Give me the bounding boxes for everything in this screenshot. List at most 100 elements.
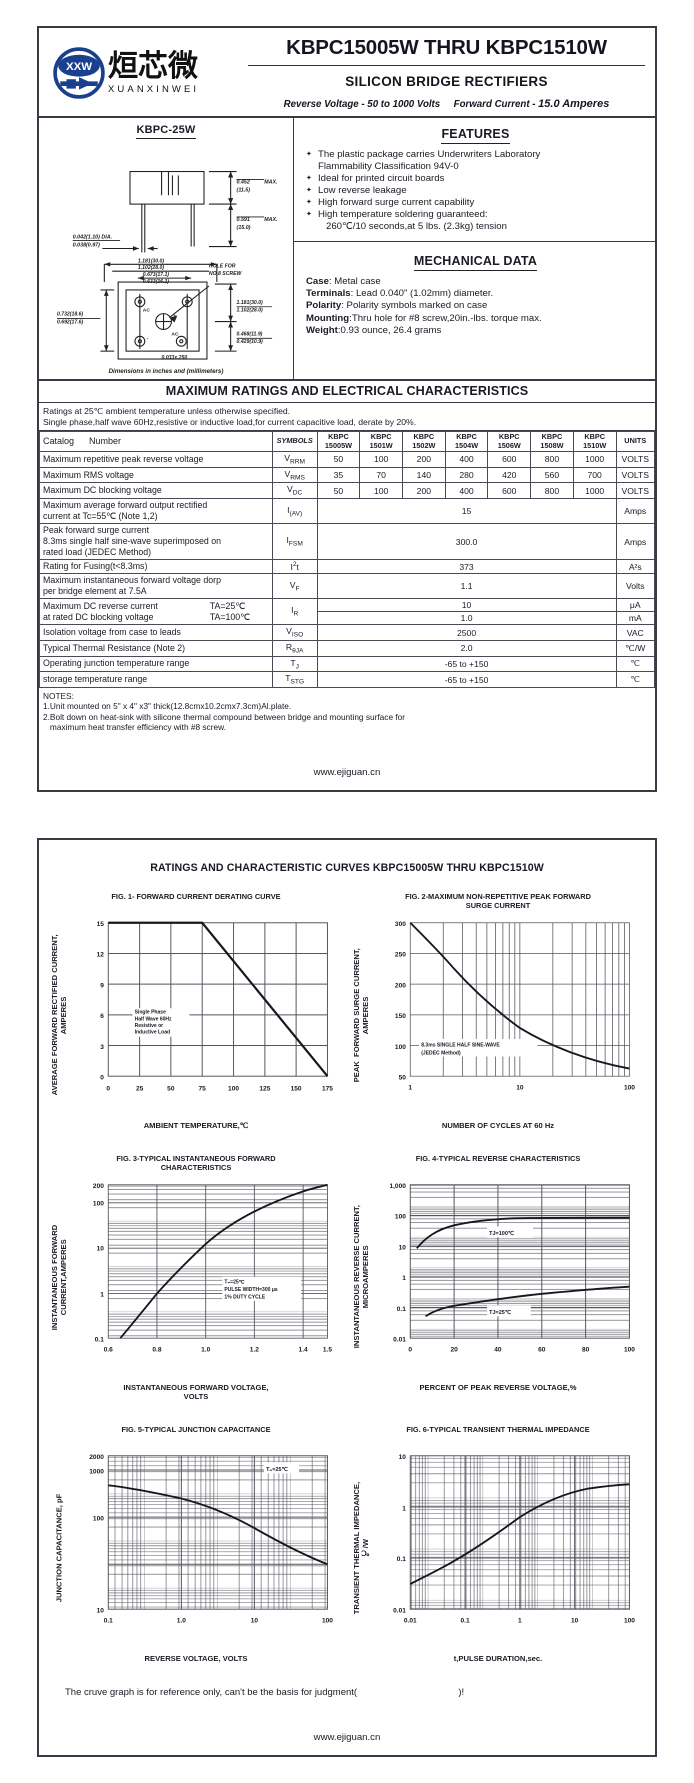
svg-text:PULSE WIDTH=300 μs: PULSE WIDTH=300 μs xyxy=(224,1287,277,1293)
header-part-3: KBPC 1504W xyxy=(444,431,489,452)
ratings-condition-line: Single phase,half wave 60Hz,resistive or… xyxy=(43,416,417,427)
row-value: 1000 xyxy=(572,482,617,500)
row-symbol: IFSM xyxy=(271,523,318,561)
table-row: Maximum RMS voltage VRMS 35 70 140 280 4… xyxy=(39,466,656,484)
page2-footer-url[interactable]: www.ejiguan.cn xyxy=(313,1732,381,1744)
row-unit: Volts xyxy=(615,573,656,600)
row-symbol: VRMS xyxy=(271,466,318,484)
row-unit: mA xyxy=(615,611,656,626)
ratings-tagline: Reverse Voltage - 50 to 1000 Volts Forwa… xyxy=(248,98,645,110)
svg-text:10: 10 xyxy=(399,1454,407,1461)
row-value: 800 xyxy=(530,451,574,468)
row-param: Maximum average forward output rectified… xyxy=(39,498,273,525)
svg-text:1: 1 xyxy=(402,1506,406,1513)
svg-text:HOLE FOR: HOLE FOR xyxy=(209,263,236,269)
row-value: 50 xyxy=(316,451,361,468)
row-value: 100 xyxy=(359,451,403,468)
row-unit: VOLTS xyxy=(615,451,656,468)
header-catalog-number: Catalog Number xyxy=(39,431,273,452)
row-symbol: IR xyxy=(271,598,318,626)
svg-text:0.633(16.1): 0.633(16.1) xyxy=(143,279,170,285)
svg-text:(11.5): (11.5) xyxy=(237,187,251,193)
svg-text:1: 1 xyxy=(100,1291,104,1298)
row-param: storage temperature range xyxy=(39,671,273,689)
feature-item: High temperature soldering guaranteed: 2… xyxy=(306,209,645,232)
fig4-plot: 1,000 100 10 1 0.1 0.01 0 20 40 60 80 10… xyxy=(389,1183,635,1353)
svg-text:0.01: 0.01 xyxy=(393,1336,406,1343)
svg-text:0: 0 xyxy=(100,1074,104,1081)
svg-text:Inductive Load: Inductive Load xyxy=(135,1029,171,1035)
svg-text:100: 100 xyxy=(395,1214,406,1221)
row-value: 50 xyxy=(316,482,361,500)
svg-text:175: 175 xyxy=(322,1085,333,1092)
features-heading: FEATURES xyxy=(306,127,645,144)
fig3-ylabel: INSTANTANEOUS FORWARD CURRENT,AMPERES xyxy=(50,1224,68,1330)
note-line: 2.Bolt down on heat-sink with silicone t… xyxy=(43,711,406,722)
svg-text:0: 0 xyxy=(408,1346,412,1353)
svg-text:1: 1 xyxy=(402,1275,406,1282)
header-titles: KBPC15005W THRU KBPC1510W SILICON BRIDGE… xyxy=(244,28,655,116)
row-value-span: 10 xyxy=(316,598,617,613)
svg-text:200: 200 xyxy=(93,1183,104,1190)
svg-text:10: 10 xyxy=(97,1245,105,1252)
datasheet-page-2: RATINGS AND CHARACTERISTIC CURVES KBPC15… xyxy=(37,837,657,1758)
row-param: Rating for Fusing(t<8.3ms) xyxy=(39,559,273,575)
dimensions-note: Dimensions in inches and (millimeters) xyxy=(108,368,224,375)
row-symbol: TSTG xyxy=(271,671,318,689)
row-value-span: 2500 xyxy=(316,624,617,641)
product-type-subtitle: SILICON BRIDGE RECTIFIERS xyxy=(345,74,548,89)
svg-text:6: 6 xyxy=(100,1013,104,1020)
fig3-plot: 200 100 10 1 0.1 0.6 0.8 1.0 1.2 1.4 1.5 xyxy=(93,1183,332,1353)
table-row: 1.0 mA xyxy=(40,611,656,626)
svg-text:50: 50 xyxy=(167,1085,175,1092)
svg-text:1: 1 xyxy=(408,1084,412,1091)
table-row: Maximum DC blocking voltage VDC 50 100 2… xyxy=(39,482,656,500)
chart-fig4: FIG. 4-TYPICAL REVERSE CHARACTERISTICS I… xyxy=(347,1144,649,1415)
package-drawing-panel: KBPC-25W xyxy=(39,118,294,379)
charts-disclaimer: The cruve graph is for reference only, c… xyxy=(39,1677,655,1718)
row-value-span: -65 to +150 xyxy=(316,655,617,673)
ratings-banner: MAXIMUM RATINGS AND ELECTRICAL CHARACTER… xyxy=(39,381,655,403)
svg-text:100: 100 xyxy=(93,1201,104,1208)
svg-text:0.042(1.10) DIA.: 0.042(1.10) DIA. xyxy=(73,235,113,241)
svg-text:9: 9 xyxy=(100,982,104,989)
fig1-xlabel: AMBIENT TEMPERATURE,℃ xyxy=(143,1120,249,1130)
fig4-series-label-100c: TJ=100℃ xyxy=(489,1230,514,1237)
row-value: 280 xyxy=(444,466,489,484)
fig2-plot: 300 250 200 150 100 50 1 10 100 8 xyxy=(395,921,635,1091)
mech-row: Weight:0.93 ounce, 26.4 grams xyxy=(306,325,442,337)
row-value-span: 373 xyxy=(316,559,617,575)
row-param: Peak forward surge current 8.3ms single h… xyxy=(39,523,273,561)
disclaimer-text-b: )! xyxy=(458,1687,465,1699)
svg-text:-: - xyxy=(147,336,149,341)
svg-text:12: 12 xyxy=(97,951,105,958)
svg-text:300: 300 xyxy=(395,921,406,928)
header-part-0: KBPC 15005W xyxy=(316,431,361,452)
fig1-ylabel: AVERAGE FORWARD RECTIFIED CURRENT, AMPERE… xyxy=(50,934,68,1096)
svg-text:0.591: 0.591 xyxy=(237,217,250,223)
ratings-table: Catalog Number SYMBOLS KBPC 15005W KBPC 15… xyxy=(39,431,656,689)
svg-text:1.0: 1.0 xyxy=(177,1618,186,1625)
row-unit: Amps xyxy=(615,523,656,561)
fig6-xlabel: t,PULSE DURATION,sec. xyxy=(453,1654,543,1664)
svg-text:0.1: 0.1 xyxy=(95,1336,104,1343)
row-unit: VOLTS xyxy=(615,482,656,500)
row-value-span: 1.1 xyxy=(316,573,617,600)
brand-name-cn: 烜芯微 xyxy=(108,48,198,84)
svg-text:0.01: 0.01 xyxy=(404,1618,417,1625)
fig1-plot: 15 12 9 6 3 0 0 25 50 75 100 125 xyxy=(97,921,334,1092)
svg-text:0.429(10.9): 0.429(10.9) xyxy=(237,339,264,345)
svg-text:25: 25 xyxy=(136,1085,144,1092)
row-value: 800 xyxy=(530,482,574,500)
row-unit: μA xyxy=(615,598,656,613)
document-header: XXW 烜芯微 XUANXINWEI KBPC15005W THRU KBPC1… xyxy=(39,28,655,118)
row-value-span: 1.0 xyxy=(316,611,617,626)
svg-text:10: 10 xyxy=(516,1084,524,1091)
svg-text:0.1: 0.1 xyxy=(461,1618,470,1625)
page1-footer-url[interactable]: www.ejiguan.cn xyxy=(313,766,381,778)
row-symbol: VDC xyxy=(271,482,318,500)
feature-item: Low reverse leakage xyxy=(306,185,645,197)
row-symbol: I2t xyxy=(271,559,318,575)
svg-text:0.1: 0.1 xyxy=(104,1618,113,1625)
part-number-title: KBPC15005W THRU KBPC1510W xyxy=(248,36,645,66)
